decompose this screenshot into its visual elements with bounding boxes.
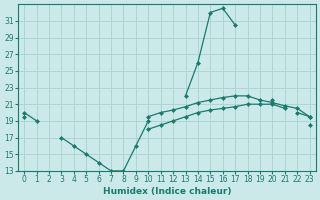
- X-axis label: Humidex (Indice chaleur): Humidex (Indice chaleur): [103, 187, 231, 196]
